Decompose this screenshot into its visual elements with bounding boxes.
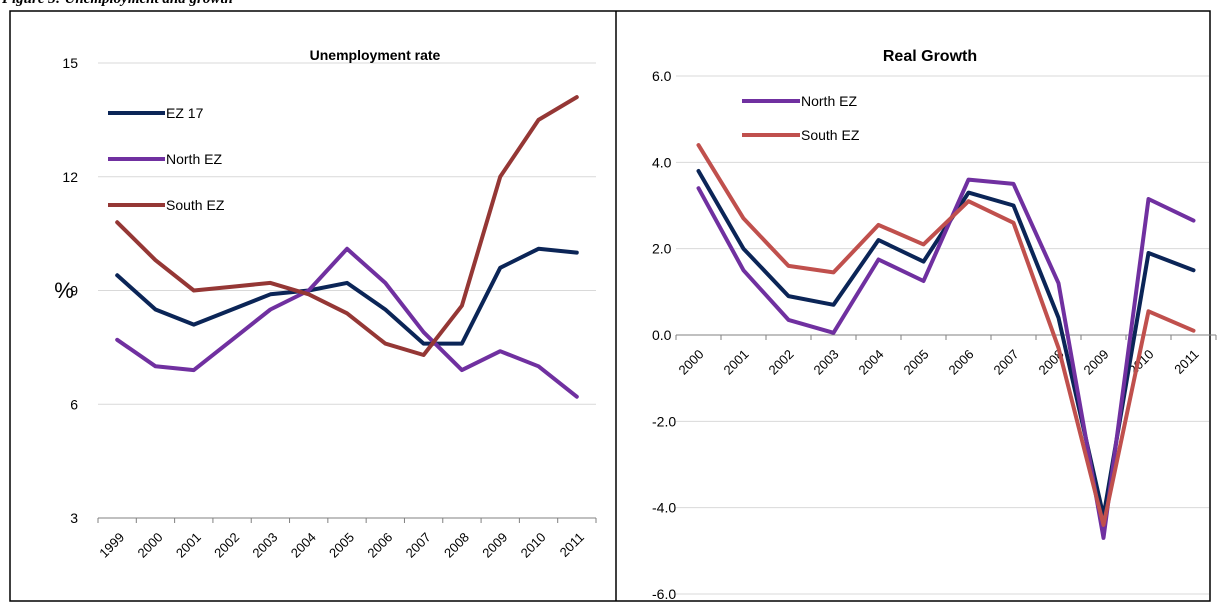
growth-ytick-label: 2.0 (652, 241, 672, 257)
growth-xtick-label: 2000 (676, 347, 707, 378)
legend-label: EZ 17 (166, 105, 204, 121)
legend-label: North EZ (801, 93, 857, 109)
growth-series-line (696, 143, 1196, 527)
growth-xtick-label: 2009 (1081, 347, 1112, 378)
growth-title: Real Growth (883, 48, 977, 65)
unemployment-chart: 3 6 9 12 15 1999 2000 2001 2002 2003 2004 2005 2006 2… (54, 47, 597, 561)
growth-ytick-label: -2.0 (652, 413, 676, 429)
growth-xtick-label: 2007 (991, 347, 1022, 378)
growth-xtick-label: 2002 (766, 347, 797, 378)
growth-xtick-label: 2001 (721, 347, 752, 378)
unemployment-ytick-label: 15 (62, 55, 78, 71)
unemployment-xtick-label: 2000 (135, 530, 166, 561)
unemployment-xtick-label: 2002 (211, 530, 242, 561)
unemployment-xtick-label: 1999 (96, 530, 127, 561)
unemployment-ylabel: % (54, 278, 74, 303)
growth-xtick-label: 2003 (811, 347, 842, 378)
unemployment-ytick-label: 3 (70, 510, 78, 526)
unemployment-axes: 3 6 9 12 15 1999 2000 2001 2002 2003 2004 2005 2006 2… (62, 55, 597, 561)
figure-caption-strip: Figure 3: Unemployment and growth (0, 0, 1222, 8)
unemployment-xtick-label: 2009 (479, 530, 510, 561)
unemployment-gridlines (98, 62, 596, 405)
unemployment-xtick-label: 2004 (288, 530, 319, 561)
unemployment-xtick-label: 2001 (173, 530, 204, 561)
growth-ytick-label: -4.0 (652, 500, 676, 516)
unemployment-ytick-label: 12 (62, 169, 78, 185)
legend-label: North EZ (166, 151, 222, 167)
unemployment-xtick-label: 2010 (518, 530, 549, 561)
legend-label: South EZ (166, 197, 225, 213)
unemployment-legend: EZ 17 North EZ South EZ (108, 105, 225, 213)
unemployment-ytick-label: 6 (70, 396, 78, 412)
unemployment-series-line (115, 246, 579, 346)
real-growth-chart: -6.0 -4.0 -2.0 0.0 2.0 4.0 6.0 2000 2001 2002 2003… (652, 48, 1217, 602)
unemployment-xtick-label: 2006 (364, 530, 395, 561)
unemployment-series-line (115, 246, 579, 399)
growth-legend: North EZ South EZ (742, 93, 860, 143)
legend-label: South EZ (801, 127, 860, 143)
unemployment-xtick-label: 2005 (326, 530, 357, 561)
growth-ytick-label: 0.0 (652, 327, 672, 343)
growth-xtick-label: 2004 (856, 347, 887, 378)
unemployment-ytick-label: 9 (70, 283, 78, 299)
unemployment-xtick-label: 2003 (249, 530, 280, 561)
growth-xtick-label: 2011 (1171, 347, 1201, 377)
growth-ytick-label: -6.0 (652, 586, 676, 602)
figure-caption: Figure 3: Unemployment and growth (2, 0, 233, 8)
chart-border (9, 10, 1211, 602)
growth-ytick-label: 6.0 (652, 68, 672, 84)
unemployment-xtick-label: 2008 (441, 530, 472, 561)
unemployment-title: Unemployment rate (310, 47, 441, 63)
unemployment-xtick-label: 2007 (403, 530, 434, 561)
unemployment-series-line (115, 95, 579, 357)
growth-ytick-label: 4.0 (652, 154, 672, 170)
growth-xtick-label: 2006 (946, 347, 977, 378)
unemployment-xtick-label: 2011 (557, 530, 587, 560)
unemployment-series-lines (115, 95, 579, 399)
growth-xtick-label: 2005 (901, 347, 932, 378)
growth-series-lines (696, 143, 1196, 540)
